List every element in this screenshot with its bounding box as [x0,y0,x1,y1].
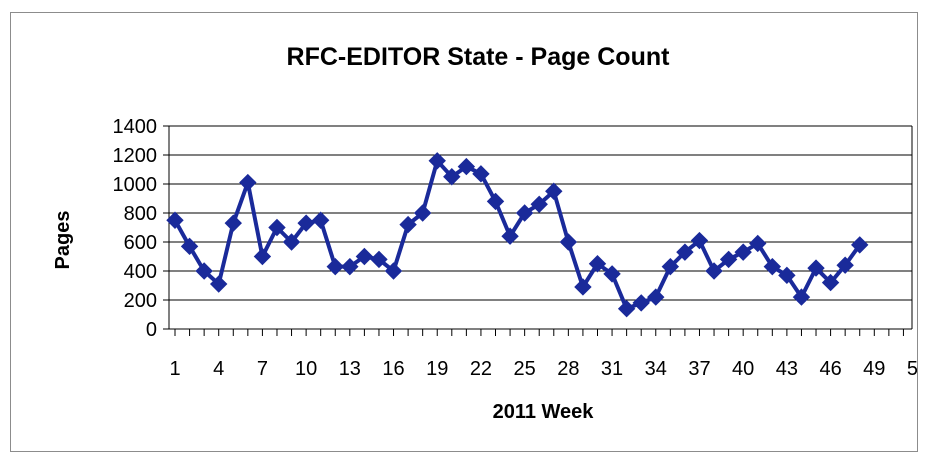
data-point-marker [341,257,359,276]
x-axis-title: 2011 Week [493,401,595,423]
data-point-marker [224,214,242,232]
x-tick-label: 49 [863,358,885,380]
y-tick-labels: 0 200 400 600 800 1000 1200 1400 [113,116,158,341]
data-point-marker [413,204,432,222]
x-tick-labels: 1 4 7 10 13 16 19 22 25 28 31 34 37 40 43 46 49 52 [169,358,917,380]
x-tick-label: 46 [819,358,841,380]
data-point-marker [239,173,257,192]
data-point-marker [705,262,723,280]
x-tick-label: 28 [557,358,579,380]
line-chart: RFC-EDITOR State - Page Count Pages 2011… [52,43,917,423]
data-point-marker [690,231,709,250]
data-point-marker [253,247,272,266]
x-tick-label: 4 [213,358,224,380]
data-point-marker [209,275,228,293]
data-point-marker [195,262,213,280]
data-point-marker [734,243,752,261]
y-tick-label: 400 [124,261,157,283]
data-point-marker [676,243,694,261]
y-tick-label: 1400 [113,116,158,138]
data-series [166,152,869,318]
y-axis-title: Pages [52,211,74,270]
data-point-marker [166,211,184,229]
x-tick-label: 52 [907,358,917,380]
axes [163,125,913,336]
data-point-marker [851,236,869,254]
x-tick-label: 13 [339,358,361,380]
x-tick-label: 1 [169,358,180,380]
data-point-marker [501,227,519,245]
data-point-marker [588,255,607,273]
data-point-marker [384,262,403,280]
data-point-marker [355,247,374,266]
x-tick-label: 31 [601,358,623,380]
x-tick-label: 40 [732,358,754,380]
data-point-marker [632,294,650,312]
data-point-marker [311,211,330,229]
data-point-marker [472,165,490,183]
data-point-marker [778,266,796,285]
x-tick-label: 25 [514,358,536,380]
y-tick-label: 600 [124,232,157,254]
x-tick-label: 22 [470,358,492,380]
data-point-marker [647,288,665,306]
data-point-marker [457,157,476,176]
data-point-marker [763,257,782,276]
x-tick-label: 10 [295,358,317,380]
data-point-marker [268,218,286,237]
y-tick-label: 1200 [113,145,158,167]
data-point-marker [515,204,534,222]
x-tick-label: 19 [426,358,448,380]
data-point-marker [719,250,738,269]
data-point-marker [603,265,621,283]
data-point-marker [559,233,578,251]
data-point-marker [428,152,446,170]
data-point-marker [661,257,680,276]
data-point-marker [617,299,636,318]
data-point-marker [297,214,315,232]
data-point-marker [574,278,592,296]
data-point-marker [821,273,840,292]
x-tick-label: 7 [257,358,268,380]
y-tick-label: 800 [124,203,157,225]
data-point-marker [180,237,199,256]
x-tick-label: 43 [776,358,798,380]
x-tick-label: 16 [382,358,404,380]
data-point-marker [545,182,563,200]
data-point-marker [486,192,505,211]
data-point-marker [792,288,811,306]
x-tick-label: 34 [645,358,667,380]
data-point-marker [749,234,767,253]
y-tick-label: 0 [146,319,157,341]
chart-title: RFC-EDITOR State - Page Count [287,43,671,71]
x-tick-label: 37 [688,358,710,380]
y-tick-label: 200 [124,290,157,312]
data-point-marker [807,259,825,277]
data-point-marker [326,257,344,276]
data-point-marker [443,168,461,186]
data-point-marker [530,195,548,214]
data-point-marker [399,215,417,234]
y-tick-label: 1000 [113,174,158,196]
data-point-marker [836,256,854,274]
data-point-marker [282,233,301,251]
data-point-marker [370,250,388,269]
chart-frame: RFC-EDITOR State - Page Count Pages 2011… [10,12,918,452]
